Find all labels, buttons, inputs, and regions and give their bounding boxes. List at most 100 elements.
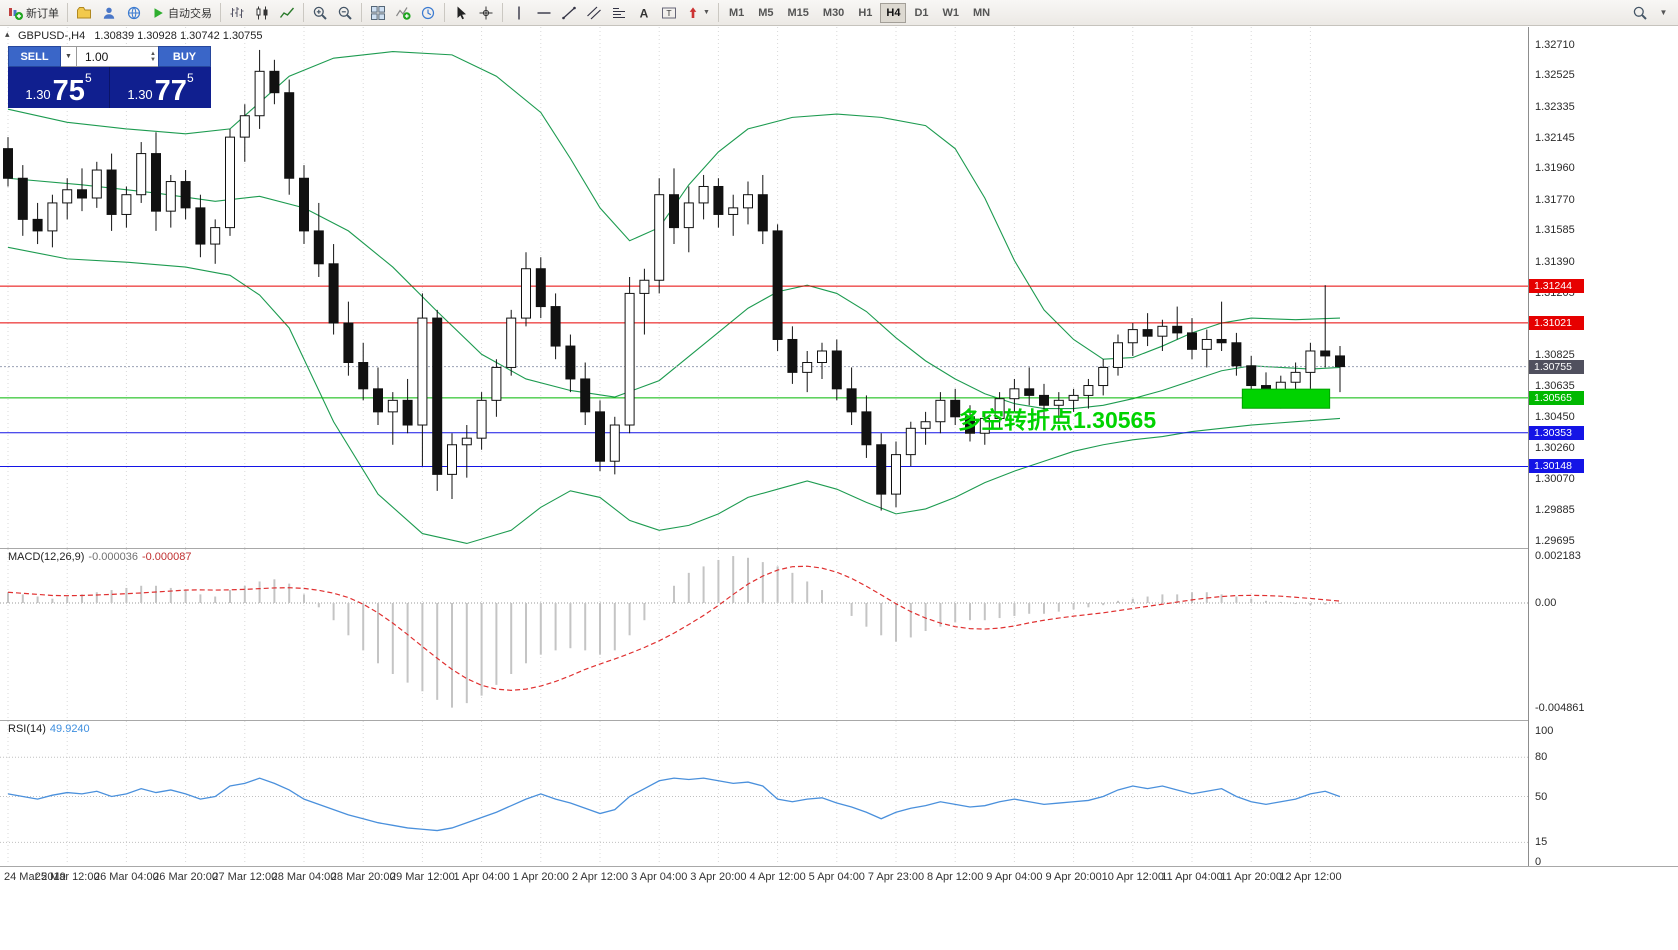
- search-button[interactable]: [1628, 2, 1652, 24]
- account-button[interactable]: [97, 2, 121, 24]
- candles-group: [3, 49, 1345, 511]
- buy-price-base: 1.30: [127, 87, 153, 102]
- sell-price-display[interactable]: 1.30 75 5: [8, 67, 110, 108]
- bar-chart-type-button[interactable]: [225, 2, 249, 24]
- vertical-line-tool-button[interactable]: [507, 2, 531, 24]
- time-axis-separator: [0, 866, 1678, 867]
- rsi-panel[interactable]: [0, 721, 1528, 865]
- price-tick-1.30070: 1.30070: [1535, 473, 1575, 486]
- timeframe-M1[interactable]: M1: [723, 3, 750, 23]
- time-label-6: 28 Mar 20:00: [330, 871, 396, 883]
- rsi-name: RSI(14): [8, 723, 46, 735]
- chevron-down-icon: ▼: [1659, 8, 1668, 17]
- price-tick-1.29885: 1.29885: [1535, 503, 1575, 516]
- candlestick-chart-type-button[interactable]: [250, 2, 274, 24]
- profiles-button[interactable]: [72, 2, 96, 24]
- one-click-trade-panel: SELL ▼ 1.00 ▲ ▼ BUY 1.30 75 5 1.30 77 5: [8, 46, 211, 108]
- timeframe-MN[interactable]: MN: [967, 3, 996, 23]
- trade-panel-collapse-icon[interactable]: ▴: [5, 29, 10, 39]
- price-tick-1.31390: 1.31390: [1535, 256, 1575, 269]
- line-chart-type-button[interactable]: [275, 2, 299, 24]
- toolbar-separator: [717, 3, 719, 22]
- cycles-button[interactable]: [416, 2, 440, 24]
- toolbar: 新订单 自动交易: [0, 0, 1678, 26]
- buy-button[interactable]: BUY: [158, 46, 211, 67]
- zoom-in-button[interactable]: [308, 2, 332, 24]
- time-label-20: 11 Apr 04:00: [1161, 871, 1223, 883]
- rsi-panel-separator[interactable]: [0, 720, 1678, 721]
- community-button[interactable]: [122, 2, 146, 24]
- timeframe-W1[interactable]: W1: [937, 3, 966, 23]
- volume-spinner[interactable]: ▲ ▼: [150, 51, 156, 63]
- price-label-1.31021: 1.31021: [1529, 315, 1584, 330]
- turning-point-annotation[interactable]: 多空转折点1.30565: [958, 407, 1157, 433]
- macd-tick--0.004861: -0.004861: [1535, 701, 1585, 714]
- tile-windows-button[interactable]: [366, 2, 390, 24]
- price-tick-1.31770: 1.31770: [1535, 193, 1575, 206]
- time-label-11: 3 Apr 04:00: [631, 871, 688, 883]
- timeframe-H1[interactable]: H1: [852, 3, 878, 23]
- toolbar-separator: [220, 3, 221, 22]
- ohlc-values: 1.30839 1.30928 1.30742 1.30755: [94, 30, 263, 42]
- time-label-8: 1 Apr 04:00: [453, 871, 510, 883]
- volume-input[interactable]: 1.00 ▲ ▼: [77, 46, 158, 67]
- cursor-tool-button[interactable]: [449, 2, 473, 24]
- chevron-down-icon: ▼: [65, 53, 72, 60]
- buy-price-display[interactable]: 1.30 77 5: [110, 67, 211, 108]
- trendline-tool-button[interactable]: [557, 2, 581, 24]
- new-order-label: 新订单: [26, 7, 59, 20]
- rsi-line: [7, 777, 1341, 832]
- bollinger-middle-line: [7, 177, 1341, 410]
- time-label-13: 4 Apr 12:00: [749, 871, 806, 883]
- price-axis[interactable]: 1.32710 1.32525 1.32335 1.32145 1.31960 1.317…: [1528, 27, 1678, 868]
- sell-button[interactable]: SELL: [8, 46, 61, 67]
- price-tick-1.32525: 1.32525: [1535, 69, 1575, 82]
- price-label-1.30755: 1.30755: [1529, 359, 1584, 374]
- channel-tool-button[interactable]: [582, 2, 606, 24]
- timeframe-H4[interactable]: H4: [880, 2, 907, 23]
- timeframe-M15[interactable]: M15: [782, 3, 815, 23]
- macd-tick-0.00: 0.00: [1535, 597, 1557, 609]
- auto-trading-button[interactable]: 自动交易: [147, 2, 216, 24]
- toolbar-separator: [361, 3, 362, 22]
- timeframe-D1[interactable]: D1: [908, 3, 934, 23]
- text-tool-button[interactable]: A: [632, 2, 656, 24]
- user-icon: [101, 5, 117, 21]
- order-type-dropdown[interactable]: ▼: [61, 46, 77, 67]
- indicators-button[interactable]: [391, 2, 415, 24]
- trendline-icon: [561, 5, 577, 21]
- horizontal-line-tool-button[interactable]: [532, 2, 556, 24]
- price-chart[interactable]: [0, 27, 1528, 548]
- toolbar-overflow-button[interactable]: ▼: [1652, 2, 1675, 24]
- spinner-down-icon: ▼: [150, 56, 156, 63]
- auto-trading-label: 自动交易: [168, 7, 212, 20]
- time-label-16: 8 Apr 12:00: [927, 871, 984, 883]
- label-tool-button[interactable]: T: [657, 2, 681, 24]
- arrows-tool-button[interactable]: ▼: [682, 2, 714, 24]
- macd-panel[interactable]: [0, 549, 1528, 719]
- chevron-down-icon: ▼: [703, 9, 710, 16]
- timeframe-M30[interactable]: M30: [817, 3, 850, 23]
- toolbar-separator: [67, 3, 68, 22]
- timeframe-M5[interactable]: M5: [752, 3, 779, 23]
- time-label-21: 11 Apr 20:00: [1220, 871, 1282, 883]
- zoom-out-button[interactable]: [333, 2, 357, 24]
- crosshair-icon: [478, 5, 494, 21]
- time-label-12: 3 Apr 20:00: [690, 871, 747, 883]
- macd-value-2: -0.000087: [141, 551, 192, 563]
- rsi-tick-50: 50: [1535, 790, 1548, 803]
- macd-signal-line: [7, 565, 1341, 691]
- macd-panel-separator[interactable]: [0, 548, 1678, 549]
- fibonacci-tool-button[interactable]: [607, 2, 631, 24]
- new-order-icon: [7, 5, 23, 21]
- new-order-button[interactable]: 新订单: [3, 2, 63, 24]
- zoom-out-icon: [337, 5, 353, 21]
- price-tick-1.30825: 1.30825: [1535, 349, 1575, 362]
- crosshair-tool-button[interactable]: [474, 2, 498, 24]
- grid-lines: [7, 549, 1311, 719]
- highlight-rectangle[interactable]: [1241, 388, 1331, 409]
- bollinger-upper-line: [7, 51, 1341, 360]
- text-label-icon: T: [661, 5, 677, 21]
- price-tick-1.32710: 1.32710: [1535, 39, 1575, 51]
- time-axis[interactable]: 24 Mar 2019 25 Mar 12:00 26 Mar 04:00 26 Ma…: [0, 868, 1528, 888]
